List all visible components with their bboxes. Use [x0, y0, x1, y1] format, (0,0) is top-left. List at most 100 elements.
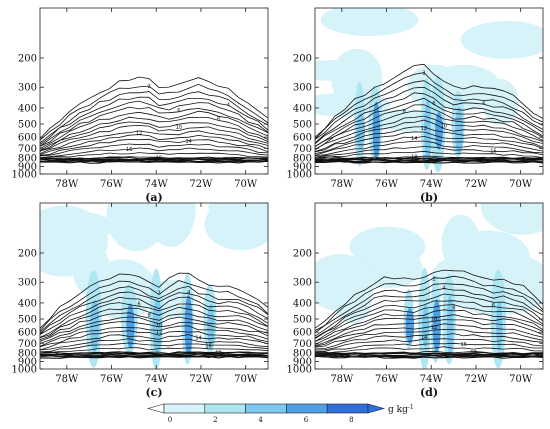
colorbar-tick-label: 8	[349, 416, 353, 424]
shade-blob	[480, 203, 543, 235]
x-tick-label: 78W	[55, 179, 79, 190]
contour-line	[315, 346, 543, 354]
contour-value-label: 14	[186, 139, 192, 145]
contour-value-label: 4	[227, 103, 230, 109]
y-tick-label: 300	[293, 278, 312, 289]
contour-value-label: 18	[215, 351, 221, 357]
y-tick-label: 900	[293, 357, 312, 368]
x-tick-label: 78W	[330, 374, 354, 385]
shade-blob	[320, 8, 419, 37]
y-tick-label: 200	[18, 248, 37, 259]
y-tick-label: 200	[18, 53, 37, 64]
contour-value-label: 2	[422, 71, 425, 77]
shade-blob	[106, 203, 167, 252]
y-tick-label: 200	[293, 53, 312, 64]
plot-frame	[314, 202, 544, 370]
panel-label: (a)	[145, 191, 163, 204]
y-tick-label: 1000	[287, 170, 312, 181]
contour-line	[40, 147, 268, 158]
y-tick-label: 200	[293, 248, 312, 259]
contour-line	[40, 83, 268, 141]
y-tick-label: 1000	[12, 170, 37, 181]
contour-line	[40, 91, 268, 144]
contour-line	[40, 338, 268, 350]
y-tick-label: 600	[293, 133, 312, 144]
x-tick-label: 72W	[464, 179, 488, 190]
x-tick-label: 76W	[375, 179, 399, 190]
contour-line	[40, 125, 268, 152]
shade-blob	[315, 254, 375, 312]
plot-frame	[39, 202, 269, 370]
contour-line	[315, 97, 543, 148]
contour-line	[40, 138, 268, 156]
contour-line	[315, 333, 543, 350]
colorbar-left-end	[146, 403, 165, 414]
y-tick-label: 400	[18, 103, 37, 114]
contour-line	[40, 121, 268, 152]
contour-value-label: 12	[156, 330, 162, 336]
y-tick-label: 600	[18, 328, 37, 339]
contour-value-label: 12	[431, 325, 437, 331]
colorbar-segment	[326, 403, 369, 414]
contour-line	[315, 304, 543, 343]
contour-value-label: 4	[442, 286, 445, 292]
contour-value-label: 18	[156, 155, 162, 161]
contour-line	[315, 288, 543, 337]
contour-line	[40, 342, 268, 352]
x-tick-label: 72W	[189, 374, 213, 385]
contour-line-surface	[315, 160, 543, 164]
contour-line	[40, 347, 268, 354]
contour-value-label: 2	[147, 84, 150, 90]
contour-line	[40, 302, 268, 338]
shade-core	[422, 304, 429, 348]
y-tick-label: 500	[293, 120, 312, 131]
contour-value-label: 10	[156, 323, 162, 329]
plot-frame	[39, 7, 269, 175]
y-tick-label: 500	[293, 315, 312, 326]
contour-value-label: 16	[461, 342, 467, 348]
y-tick-label: 400	[18, 298, 37, 309]
contour-line	[40, 143, 268, 157]
contour-line	[40, 134, 268, 156]
contour-line	[40, 110, 268, 149]
contour-line	[40, 100, 268, 147]
contour-line	[315, 319, 543, 347]
contour-line	[40, 152, 268, 159]
panel-b: 2 4 6 8 10 12 14 16 18 200 300 400 500 60070080090010…	[287, 7, 544, 204]
colorbar: 0 2 4 6 8 g kg-1	[146, 403, 414, 424]
colorbar-unit: g kg-1	[388, 404, 414, 415]
contour-value-label: 12	[421, 126, 427, 132]
x-tick-label: 74W	[145, 374, 169, 385]
x-tick-label: 76W	[100, 179, 124, 190]
x-tick-label: 74W	[420, 179, 444, 190]
contour-line	[315, 300, 543, 339]
colorbar-tick-label: 0	[168, 416, 172, 424]
x-tick-label: 70W	[234, 179, 258, 190]
contour-value-label: 6	[432, 101, 435, 107]
contour-line-surface	[40, 355, 268, 359]
contour-line	[40, 306, 268, 339]
shade-blob	[204, 203, 268, 251]
contour-value-label: 16	[126, 147, 132, 153]
contour-line	[315, 131, 543, 155]
y-tick-label: 800	[293, 348, 312, 359]
x-tick-label: 78W	[330, 179, 354, 190]
contour-value-label: 16	[490, 149, 496, 155]
contour-line-surface	[315, 355, 543, 359]
contour-line	[40, 116, 268, 151]
y-tick-label: 300	[18, 278, 37, 289]
shade-core	[496, 300, 503, 352]
contour-line	[315, 150, 543, 159]
y-tick-label: 700	[293, 144, 312, 155]
contour-value-label: 4	[187, 290, 190, 296]
y-tick-label: 500	[18, 315, 37, 326]
shade-core	[152, 298, 162, 354]
x-tick-label: 74W	[420, 374, 444, 385]
y-tick-label: 800	[293, 153, 312, 164]
y-tick-label: 1000	[287, 365, 312, 376]
contour-value-label: 2	[157, 290, 160, 296]
